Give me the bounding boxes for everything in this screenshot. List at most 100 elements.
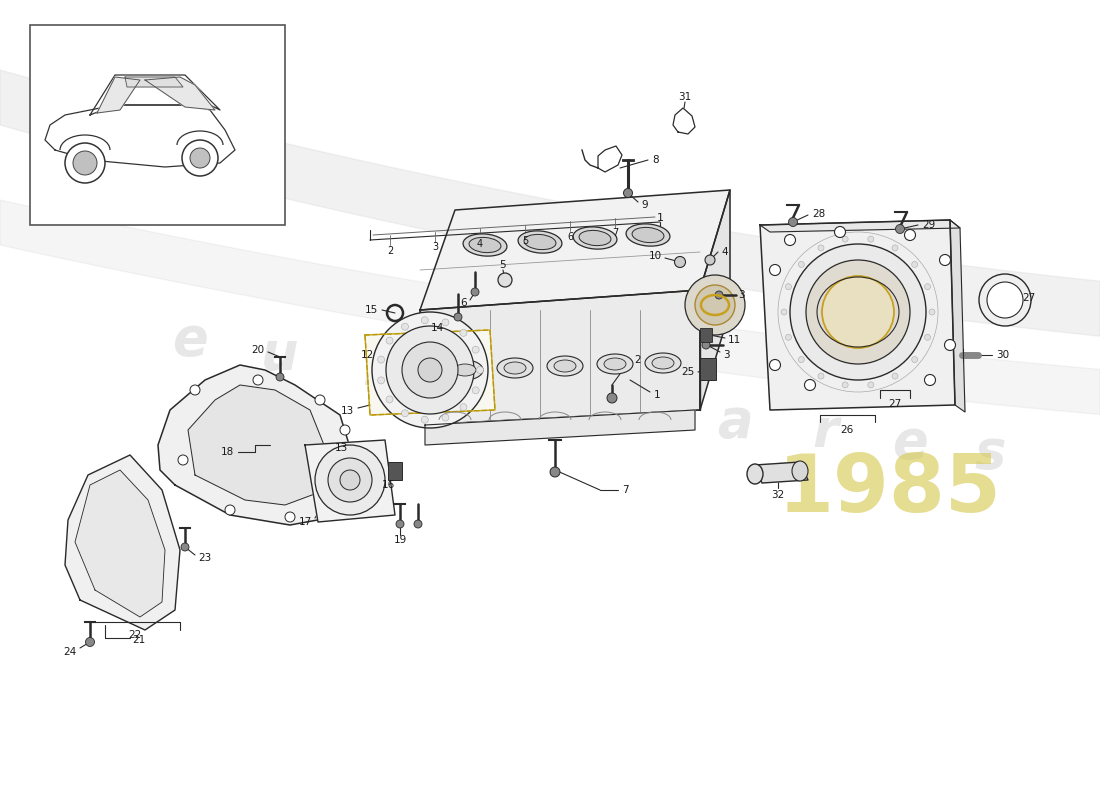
Circle shape (414, 520, 422, 528)
Circle shape (472, 387, 480, 394)
Ellipse shape (497, 358, 534, 378)
Circle shape (421, 317, 428, 324)
Text: 2: 2 (634, 355, 640, 365)
Circle shape (674, 257, 685, 267)
Circle shape (550, 467, 560, 477)
Polygon shape (90, 75, 220, 115)
Text: 21: 21 (132, 635, 145, 645)
Text: e: e (172, 314, 208, 366)
Circle shape (799, 262, 804, 267)
Circle shape (442, 414, 449, 421)
Circle shape (770, 359, 781, 370)
Ellipse shape (518, 231, 562, 253)
Text: 23: 23 (198, 553, 211, 563)
Circle shape (442, 319, 449, 326)
Circle shape (421, 416, 428, 423)
Circle shape (377, 356, 385, 363)
Polygon shape (950, 220, 965, 412)
Circle shape (835, 226, 846, 238)
Text: u: u (262, 329, 299, 381)
Circle shape (715, 291, 723, 299)
Circle shape (190, 148, 210, 168)
Circle shape (315, 395, 324, 405)
Circle shape (386, 396, 393, 403)
Circle shape (402, 323, 408, 330)
Circle shape (924, 284, 931, 290)
Polygon shape (45, 105, 235, 167)
Ellipse shape (792, 461, 808, 481)
Text: 22: 22 (129, 630, 142, 640)
Text: c: c (629, 384, 661, 436)
Circle shape (472, 346, 480, 353)
Text: 27: 27 (889, 399, 902, 409)
Bar (700, 358, 716, 380)
Polygon shape (760, 220, 955, 410)
Circle shape (178, 455, 188, 465)
Circle shape (818, 245, 824, 251)
Text: 3: 3 (432, 242, 438, 253)
Circle shape (498, 273, 512, 287)
Circle shape (843, 236, 848, 242)
Ellipse shape (454, 364, 476, 376)
Ellipse shape (597, 354, 632, 374)
Text: 31: 31 (679, 92, 692, 102)
Circle shape (340, 470, 360, 490)
Ellipse shape (469, 238, 500, 253)
Circle shape (987, 282, 1023, 318)
Text: 3: 3 (723, 350, 729, 360)
Ellipse shape (554, 360, 576, 372)
Circle shape (818, 373, 824, 379)
Polygon shape (673, 108, 695, 134)
Polygon shape (365, 330, 495, 415)
Circle shape (182, 543, 189, 551)
Circle shape (190, 385, 200, 395)
Circle shape (377, 377, 385, 384)
Text: 13: 13 (341, 406, 354, 416)
Circle shape (822, 276, 894, 348)
Circle shape (402, 342, 458, 398)
Circle shape (471, 288, 478, 296)
Circle shape (790, 244, 926, 380)
Circle shape (868, 382, 873, 388)
Text: 15: 15 (365, 305, 378, 315)
Text: e: e (892, 417, 928, 469)
Text: 26: 26 (840, 425, 854, 435)
Polygon shape (760, 220, 960, 232)
Circle shape (476, 366, 484, 374)
Text: 24: 24 (64, 647, 77, 657)
Circle shape (806, 260, 910, 364)
Circle shape (781, 309, 786, 315)
Text: 30: 30 (996, 350, 1009, 360)
Text: 7: 7 (612, 229, 618, 238)
Circle shape (705, 255, 715, 265)
Text: 6: 6 (461, 298, 468, 308)
Circle shape (607, 393, 617, 403)
Text: 27: 27 (1022, 293, 1035, 303)
Polygon shape (425, 410, 695, 445)
Text: 14: 14 (431, 323, 444, 333)
Circle shape (799, 357, 804, 362)
Polygon shape (598, 146, 622, 172)
Circle shape (86, 638, 95, 646)
Polygon shape (65, 455, 180, 630)
Circle shape (912, 357, 917, 362)
Circle shape (979, 274, 1031, 326)
Circle shape (386, 326, 474, 414)
Circle shape (65, 143, 104, 183)
Circle shape (895, 225, 904, 234)
Circle shape (784, 234, 795, 246)
Text: 4: 4 (477, 239, 483, 249)
Text: 5: 5 (521, 235, 528, 246)
Circle shape (924, 374, 935, 386)
Text: 8: 8 (652, 155, 659, 165)
Text: 10: 10 (649, 251, 662, 261)
Text: 3: 3 (738, 290, 745, 300)
Text: 4: 4 (720, 247, 727, 257)
Circle shape (789, 218, 797, 226)
Circle shape (868, 236, 873, 242)
Circle shape (253, 375, 263, 385)
Circle shape (904, 230, 915, 241)
Circle shape (685, 275, 745, 335)
Circle shape (402, 410, 408, 417)
Circle shape (930, 309, 935, 315)
